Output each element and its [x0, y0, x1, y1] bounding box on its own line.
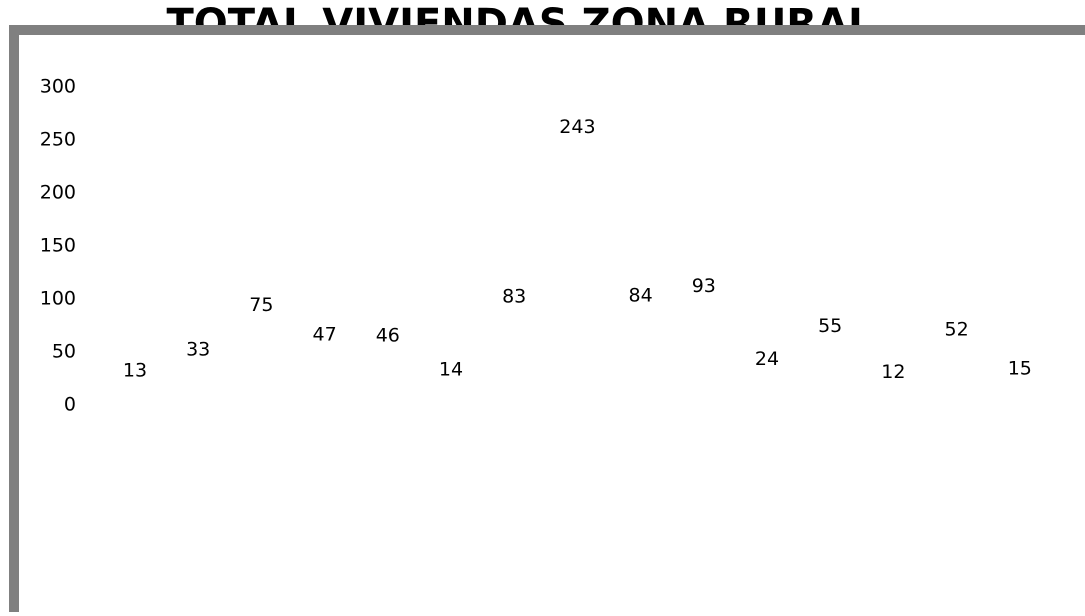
plot-area [19, 35, 1085, 612]
data-label: 24 [755, 348, 779, 370]
data-label: 12 [881, 361, 905, 383]
y-tick-label: 100 [40, 288, 76, 310]
y-tick-label: 250 [40, 129, 76, 151]
data-label: 47 [313, 324, 337, 346]
data-label: 46 [376, 325, 400, 347]
data-label: 84 [629, 284, 653, 306]
data-label: 55 [818, 315, 842, 337]
data-label: 83 [502, 286, 526, 308]
data-label: 93 [692, 275, 716, 297]
data-label: 33 [186, 339, 210, 361]
y-tick-label: 150 [40, 235, 76, 257]
y-tick-label: 300 [40, 76, 76, 98]
data-label: 15 [1008, 358, 1032, 380]
y-tick-label: 200 [40, 182, 76, 204]
frame [9, 25, 1085, 612]
data-label: 75 [249, 294, 273, 316]
data-label: 243 [559, 116, 595, 138]
y-tick-label: 50 [52, 341, 76, 363]
data-label: 52 [945, 318, 969, 340]
data-label: 14 [439, 359, 463, 381]
data-label: 13 [123, 360, 147, 382]
y-tick-label: 0 [64, 394, 76, 416]
